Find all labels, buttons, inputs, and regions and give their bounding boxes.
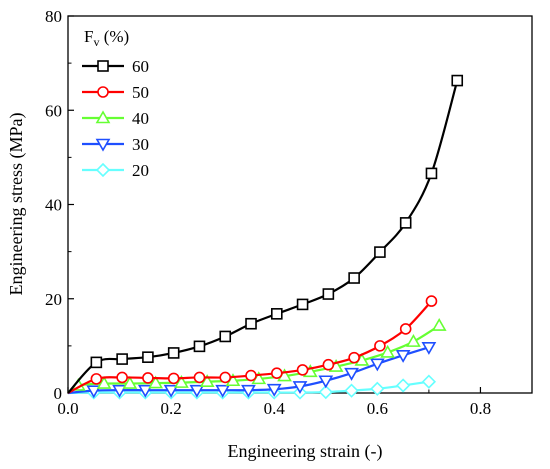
data-point-60 bbox=[142, 351, 154, 363]
data-point-30 bbox=[112, 384, 127, 398]
data-point-60 bbox=[116, 353, 128, 365]
x-tick-label: 0.4 bbox=[264, 399, 286, 418]
data-point-30 bbox=[344, 367, 359, 381]
y-tick-label: 80 bbox=[45, 7, 62, 26]
data-point-30 bbox=[292, 381, 308, 395]
legend-marker-20 bbox=[95, 162, 111, 178]
series-layer bbox=[67, 74, 464, 400]
data-point-60 bbox=[90, 356, 103, 369]
data-point-50 bbox=[270, 367, 283, 380]
legend-marker-40 bbox=[95, 110, 111, 124]
data-point-30 bbox=[189, 384, 205, 398]
y-tick-label: 20 bbox=[45, 290, 62, 309]
legend-label-40: 40 bbox=[132, 109, 149, 128]
data-point-30 bbox=[369, 358, 385, 372]
data-point-30 bbox=[241, 384, 256, 398]
data-point-50 bbox=[116, 371, 128, 384]
data-point-50 bbox=[322, 358, 335, 371]
series-50 bbox=[67, 295, 438, 394]
data-point-50 bbox=[425, 295, 438, 307]
series-40 bbox=[67, 317, 447, 394]
x-tick-label: 0.2 bbox=[160, 399, 181, 418]
x-axis-title: Engineering strain (-) bbox=[228, 441, 383, 462]
legend-marker-60 bbox=[97, 60, 109, 72]
legend-label-30: 30 bbox=[132, 135, 149, 154]
data-point-60 bbox=[193, 340, 206, 353]
y-tick-label: 0 bbox=[54, 384, 63, 403]
series-30 bbox=[67, 341, 437, 399]
legend-item-50: 50 bbox=[82, 83, 149, 102]
legend-label-50: 50 bbox=[132, 83, 149, 102]
data-point-50 bbox=[374, 340, 386, 352]
data-point-20 bbox=[395, 378, 411, 393]
legend-label-20: 20 bbox=[132, 161, 149, 180]
data-point-40 bbox=[148, 375, 164, 389]
data-point-60 bbox=[399, 217, 412, 229]
data-point-50 bbox=[399, 323, 412, 335]
data-point-60 bbox=[322, 288, 335, 300]
data-point-30 bbox=[266, 383, 282, 397]
x-tick-label: 0.0 bbox=[57, 399, 78, 418]
series-60 bbox=[67, 74, 464, 394]
legend-marker-50 bbox=[97, 86, 109, 98]
data-point-50 bbox=[245, 369, 257, 382]
legend-item-60: 60 bbox=[82, 57, 149, 76]
data-point-60 bbox=[270, 308, 283, 320]
data-point-30 bbox=[395, 349, 411, 363]
legend-item-30: 30 bbox=[82, 135, 149, 154]
data-point-20 bbox=[318, 384, 333, 400]
data-point-50 bbox=[167, 372, 180, 385]
series-line-40 bbox=[67, 324, 440, 394]
data-point-60 bbox=[425, 167, 438, 180]
y-axis-title: Engineering stress (MPa) bbox=[6, 113, 27, 296]
data-point-40 bbox=[406, 334, 421, 347]
data-point-50 bbox=[219, 371, 232, 384]
data-point-40 bbox=[96, 375, 112, 389]
data-point-60 bbox=[374, 246, 386, 258]
data-point-60 bbox=[219, 330, 232, 343]
data-point-20 bbox=[370, 381, 385, 396]
data-point-50 bbox=[142, 372, 154, 384]
data-point-60 bbox=[167, 347, 180, 359]
data-point-50 bbox=[193, 371, 206, 384]
legend-marker-30 bbox=[95, 138, 111, 152]
x-tick-label: 0.6 bbox=[367, 399, 388, 418]
data-point-60 bbox=[451, 74, 464, 87]
data-point-50 bbox=[90, 373, 103, 385]
data-point-30 bbox=[421, 341, 437, 355]
data-point-30 bbox=[318, 375, 334, 389]
data-point-60 bbox=[245, 317, 257, 330]
series-line-60 bbox=[67, 80, 459, 394]
data-point-30 bbox=[163, 384, 179, 398]
y-tick-label: 40 bbox=[45, 196, 62, 215]
data-point-60 bbox=[348, 272, 360, 284]
data-point-40 bbox=[122, 375, 138, 389]
legend-label-60: 60 bbox=[132, 57, 149, 76]
legend-item-20: 20 bbox=[82, 161, 149, 180]
data-point-50 bbox=[296, 364, 309, 376]
data-point-40 bbox=[431, 317, 447, 331]
data-point-40 bbox=[174, 375, 189, 388]
data-point-60 bbox=[296, 298, 309, 311]
data-point-40 bbox=[380, 344, 396, 358]
data-point-20 bbox=[421, 374, 437, 389]
legend: Fv (%)60 50 40 30 20 bbox=[82, 27, 149, 180]
data-point-40 bbox=[199, 374, 215, 387]
data-point-20 bbox=[344, 383, 359, 398]
legend-title: Fv (%) bbox=[84, 27, 129, 49]
x-tick-label: 0.8 bbox=[470, 399, 491, 418]
legend-item-40: 40 bbox=[82, 109, 149, 128]
data-point-30 bbox=[215, 384, 231, 398]
data-point-50 bbox=[348, 351, 360, 364]
y-tick-label: 60 bbox=[45, 101, 62, 120]
